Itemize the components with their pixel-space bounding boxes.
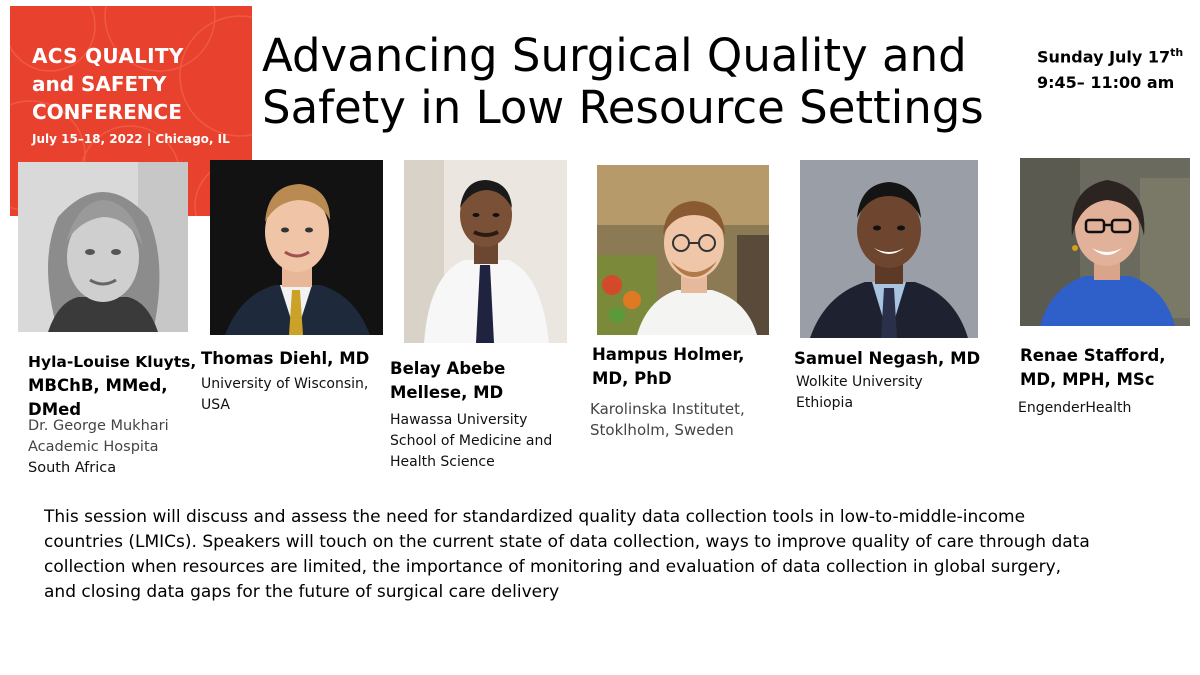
portrait-image — [800, 160, 978, 338]
speaker-name-diehl: Thomas Diehl, MD — [201, 349, 370, 368]
session-datetime: Sunday July 17th 9:45– 11:00 am — [1037, 40, 1197, 96]
speaker-name-stafford: Renae Stafford, MD, MPH, MSc — [1020, 346, 1166, 389]
portrait-image — [1020, 158, 1190, 326]
speaker-photo-negash — [800, 160, 978, 338]
session-time: 9:45– 11:00 am — [1037, 73, 1175, 93]
speaker-photo-diehl — [210, 160, 383, 335]
speaker-photo-mellese — [404, 160, 567, 343]
speaker-affiliation-kluyts: Dr. George Mukhari Academic Hospita Sout… — [28, 418, 169, 476]
speaker-name-kluyts: Hyla-Louise Kluyts, MBChB, MMed, DMed — [28, 353, 197, 419]
session-day: Sunday July 17th — [1037, 46, 1184, 67]
logo-dates-location: July 15–18, 2022 | Chicago, IL — [32, 132, 230, 146]
logo-line-1: ACS QUALITY — [32, 44, 184, 68]
portrait-image — [404, 160, 567, 343]
speaker-name-negash: Samuel Negash, MD — [794, 349, 981, 368]
speaker-name-mellese: Belay Abebe Mellese, MD — [390, 359, 506, 402]
speaker-affiliation-negash: Wolkite University Ethiopia — [796, 374, 923, 411]
speaker-name-holmer: Hampus Holmer, MD, PhD — [592, 345, 745, 388]
logo-line-2: and SAFETY — [32, 72, 167, 96]
speaker-affiliation-holmer: Karolinska Institutet, Stoklholm, Sweden — [590, 400, 745, 439]
speaker-affiliation-mellese: Hawassa University School of Medicine an… — [390, 412, 553, 470]
speaker-affiliation-diehl: University of Wisconsin, USA — [201, 376, 369, 413]
portrait-image — [18, 162, 188, 332]
speaker-photo-stafford — [1020, 158, 1190, 326]
speaker-photo-holmer — [597, 165, 769, 335]
logo-line-3: CONFERENCE — [32, 100, 182, 124]
title-line-2: Safety in Low Resource Settings — [262, 81, 984, 134]
title-line-1: Advancing Surgical Quality and — [262, 29, 967, 82]
speaker-photo-kluyts — [18, 162, 188, 332]
portrait-image — [210, 160, 383, 335]
session-title: Advancing Surgical Quality and Safety in… — [262, 30, 1032, 134]
portrait-image — [597, 165, 769, 335]
session-description: This session will discuss and assess the… — [44, 507, 1090, 602]
speaker-affiliation-stafford: EngenderHealth — [1018, 400, 1132, 416]
